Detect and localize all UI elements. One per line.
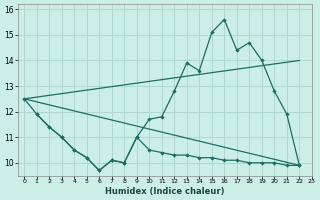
- X-axis label: Humidex (Indice chaleur): Humidex (Indice chaleur): [105, 187, 225, 196]
